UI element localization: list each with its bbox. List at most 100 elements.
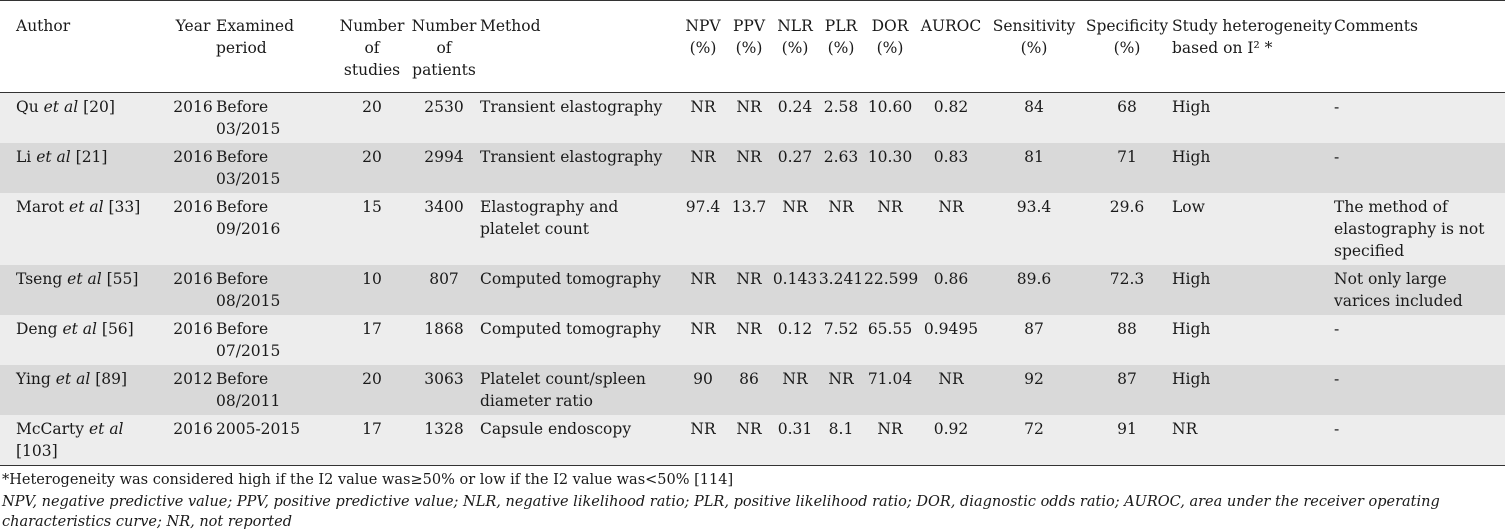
cell-ppv: NR xyxy=(726,143,772,193)
cell-dor: NR xyxy=(864,415,916,466)
header-specificity: Specificity (%) xyxy=(1082,0,1172,93)
cell-auroc: 0.9495 xyxy=(916,315,986,365)
header-method: Method xyxy=(480,0,680,93)
cell-plr: NR xyxy=(818,365,864,415)
author-etal: et al xyxy=(69,198,104,216)
cell-npv: 97.4 xyxy=(680,193,726,265)
cell-sens: 93.4 xyxy=(986,193,1082,265)
cell-sens: 72 xyxy=(986,415,1082,466)
cell-method: Capsule endoscopy xyxy=(480,415,680,466)
cell-npv: NR xyxy=(680,315,726,365)
header-plr: PLR (%) xyxy=(818,0,864,93)
cell-spec: 87 xyxy=(1082,365,1172,415)
cell-dor: 22.599 xyxy=(864,265,918,315)
header-year: Year xyxy=(170,0,216,93)
cell-auroc: 0.92 xyxy=(916,415,986,466)
footnote-abbreviations: NPV, negative predictive value; PPV, pos… xyxy=(2,494,1440,530)
cell-nlr: 0.143 xyxy=(772,265,818,315)
cell-spec: 72.3 xyxy=(1082,265,1172,315)
cell-plr: 8.1 xyxy=(818,415,864,466)
cell-period: Before 03/2015 xyxy=(216,143,336,193)
author-reference: [56] xyxy=(96,320,134,338)
cell-author: Deng et al [56] xyxy=(0,315,170,365)
author-reference: [20] xyxy=(78,98,115,116)
cell-sens: 81 xyxy=(986,143,1082,193)
cell-method: Transient elastography xyxy=(480,92,680,143)
table-row: Deng et al [56] 2016 Before 07/2015 17 1868 C… xyxy=(0,315,1505,365)
author-etal: et al xyxy=(62,320,97,338)
author-reference: [103] xyxy=(16,442,58,460)
cell-ppv: NR xyxy=(726,92,772,143)
author-reference: [21] xyxy=(70,148,108,166)
header-number-of-studies: Number of studies xyxy=(336,0,408,93)
cell-patients: 2530 xyxy=(408,92,480,143)
table-row: Ying et al [89] 2012 Before 08/2011 20 3063 P… xyxy=(0,365,1505,415)
cell-het: High xyxy=(1172,143,1334,193)
cell-dor: 10.30 xyxy=(864,143,916,193)
header-dor: DOR (%) xyxy=(864,0,916,93)
header-sensitivity: Sensitivity (%) xyxy=(986,0,1082,93)
cell-author: Tseng et al [55] xyxy=(0,265,170,315)
cell-dor: 71.04 xyxy=(864,365,916,415)
author-etal: et al xyxy=(88,420,124,438)
cell-year: 2012 xyxy=(170,365,216,415)
cell-patients: 3063 xyxy=(408,365,480,415)
cell-method: Elastography and platelet count xyxy=(480,193,680,265)
author-name: Marot xyxy=(16,198,70,216)
author-name: Deng xyxy=(16,320,63,338)
cell-year: 2016 xyxy=(170,315,216,365)
cell-npv: NR xyxy=(680,265,726,315)
cell-het: NR xyxy=(1172,415,1334,466)
cell-het: High xyxy=(1172,265,1334,315)
cell-patients: 807 xyxy=(408,265,480,315)
cell-plr: 2.58 xyxy=(818,92,864,143)
cell-period: Before 07/2015 xyxy=(216,315,336,365)
cell-author: Li et al [21] xyxy=(0,143,170,193)
cell-het: High xyxy=(1172,92,1334,143)
cell-patients: 2994 xyxy=(408,143,480,193)
author-name: Ying xyxy=(16,370,56,388)
cell-ppv: NR xyxy=(726,415,772,466)
cell-sens: 87 xyxy=(986,315,1082,365)
cell-spec: 91 xyxy=(1082,415,1172,466)
cell-dor: 10.60 xyxy=(864,92,916,143)
cell-patients: 3400 xyxy=(408,193,480,265)
cell-comment: - xyxy=(1334,365,1505,415)
cell-method: Computed tomography xyxy=(480,265,680,315)
cell-period: Before 08/2015 xyxy=(216,265,336,315)
header-auroc: AUROC xyxy=(916,0,986,93)
cell-year: 2016 xyxy=(170,415,216,466)
cell-period: Before 08/2011 xyxy=(216,365,336,415)
cell-author: Qu et al [20] xyxy=(0,92,170,143)
cell-plr: 2.63 xyxy=(818,143,864,193)
cell-studies: 20 xyxy=(336,143,408,193)
cell-plr: NR xyxy=(818,193,864,265)
header-npv: NPV (%) xyxy=(680,0,726,93)
cell-nlr: 0.24 xyxy=(772,92,818,143)
author-name: Tseng xyxy=(16,270,68,288)
cell-nlr: 0.12 xyxy=(772,315,818,365)
cell-comment: - xyxy=(1334,143,1505,193)
author-etal: et al xyxy=(67,270,102,288)
header-ppv: PPV (%) xyxy=(726,0,772,93)
cell-author: Marot et al [33] xyxy=(0,193,170,265)
header-examined-period: Examined period xyxy=(216,0,336,93)
cell-period: Before 03/2015 xyxy=(216,92,336,143)
table-row: Qu et al [20] 2016 Before 03/2015 20 2530 Tra… xyxy=(0,92,1505,143)
author-reference: [55] xyxy=(101,270,139,288)
cell-spec: 29.6 xyxy=(1082,193,1172,265)
cell-year: 2016 xyxy=(170,193,216,265)
cell-sens: 84 xyxy=(986,92,1082,143)
meta-analysis-table: Author Year Examined period Number of st… xyxy=(0,0,1505,466)
cell-npv: 90 xyxy=(680,365,726,415)
cell-het: High xyxy=(1172,315,1334,365)
cell-comment: Not only large varices included xyxy=(1334,265,1505,315)
cell-nlr: NR xyxy=(772,193,818,265)
cell-year: 2016 xyxy=(170,143,216,193)
cell-ppv: 13.7 xyxy=(726,193,772,265)
cell-ppv: NR xyxy=(726,315,772,365)
author-reference: [33] xyxy=(103,198,141,216)
cell-year: 2016 xyxy=(170,92,216,143)
cell-auroc: 0.82 xyxy=(916,92,986,143)
cell-nlr: 0.27 xyxy=(772,143,818,193)
